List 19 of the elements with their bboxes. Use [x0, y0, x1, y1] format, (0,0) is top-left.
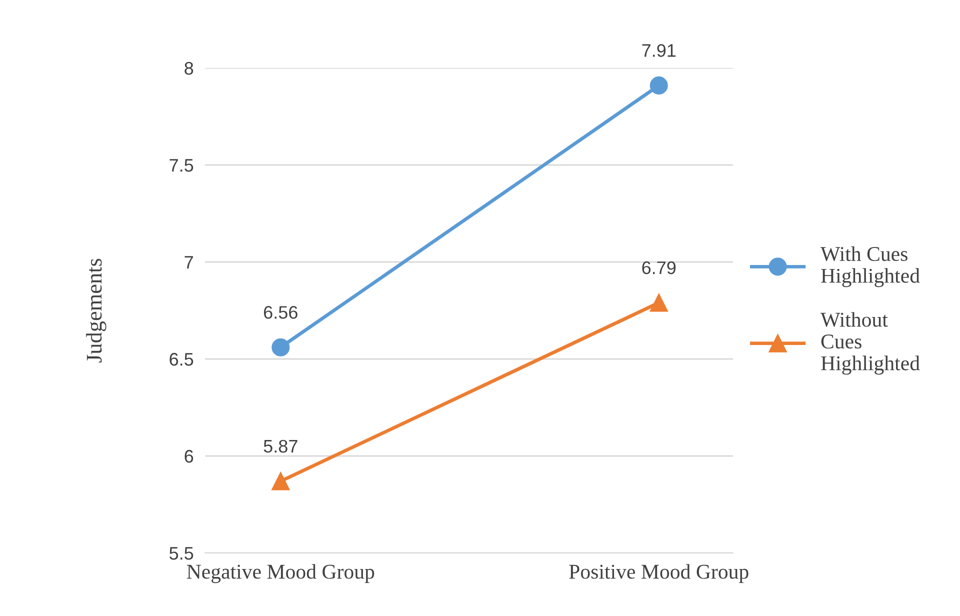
point — [272, 472, 290, 490]
y-axis-title: Judgements — [86, 258, 106, 362]
data-label: 5.87 — [264, 440, 298, 453]
y-tick-label: 8 — [184, 62, 194, 75]
y-tick-label: 7.5 — [170, 159, 194, 172]
legend-label: With Cues Highlighted — [820, 246, 920, 288]
legend-label: Without Cues Highlighted — [820, 312, 920, 375]
y-tick-label: 7 — [184, 256, 193, 269]
y-tick-label: 6 — [184, 450, 194, 463]
point — [272, 338, 290, 356]
data-label: 7.91 — [642, 44, 676, 57]
point — [650, 76, 668, 94]
x-tick-label: Negative Mood Group — [186, 564, 374, 584]
point — [650, 294, 668, 312]
y-tick-label: 5.5 — [170, 547, 194, 560]
data-label: 6.56 — [264, 306, 298, 319]
data-label: 6.79 — [642, 261, 676, 274]
x-tick-label: Positive Mood Group — [569, 564, 748, 584]
y-tick-label: 6.5 — [170, 352, 194, 366]
